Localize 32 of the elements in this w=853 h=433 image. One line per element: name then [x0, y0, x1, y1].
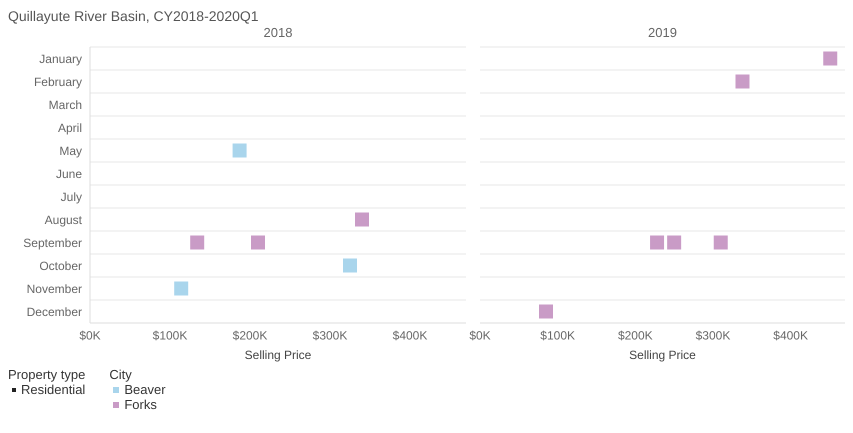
- x-tick-label: $100K: [152, 328, 188, 343]
- y-tick-label: April: [58, 120, 82, 135]
- x-tick-label: $0K: [79, 328, 101, 343]
- x-tick-label: $300K: [312, 328, 348, 343]
- x-axis-title: Selling Price: [629, 348, 696, 362]
- x-tick-label: $400K: [773, 328, 808, 343]
- chart-title: Quillayute River Basin, CY2018-2020Q1: [8, 8, 260, 25]
- y-tick-label: February: [34, 74, 82, 89]
- y-tick-label: November: [26, 282, 82, 296]
- x-tick-label: $300K: [696, 328, 730, 343]
- y-tick-label: January: [39, 52, 82, 66]
- y-tick-label: July: [60, 190, 82, 204]
- y-tick-label: August: [44, 212, 83, 227]
- x-tick-label: $200K: [618, 328, 653, 343]
- chart-subtitle: 2019: [647, 25, 678, 41]
- y-tick-label: May: [59, 144, 82, 158]
- x-axis-title: Selling Price: [244, 348, 312, 362]
- x-tick-label: $0K: [469, 328, 491, 343]
- x-tick-label: $100K: [540, 328, 576, 343]
- text: Property type: [8, 367, 86, 382]
- y-tick-label: March: [48, 98, 82, 112]
- text: Residential: [20, 382, 86, 397]
- y-tick-label: September: [23, 236, 82, 250]
- legend-label: Beaver: [123, 382, 166, 397]
- chart-subtitle: 2018: [262, 25, 294, 41]
- y-tick-label: October: [39, 258, 82, 273]
- x-tick-label: $400K: [392, 328, 428, 343]
- y-tick-label: June: [56, 166, 82, 181]
- legend-label: Forks: [123, 397, 158, 412]
- x-tick-label: $200K: [232, 328, 268, 343]
- legend-title: City: [109, 367, 133, 382]
- y-tick-label: December: [26, 304, 82, 319]
